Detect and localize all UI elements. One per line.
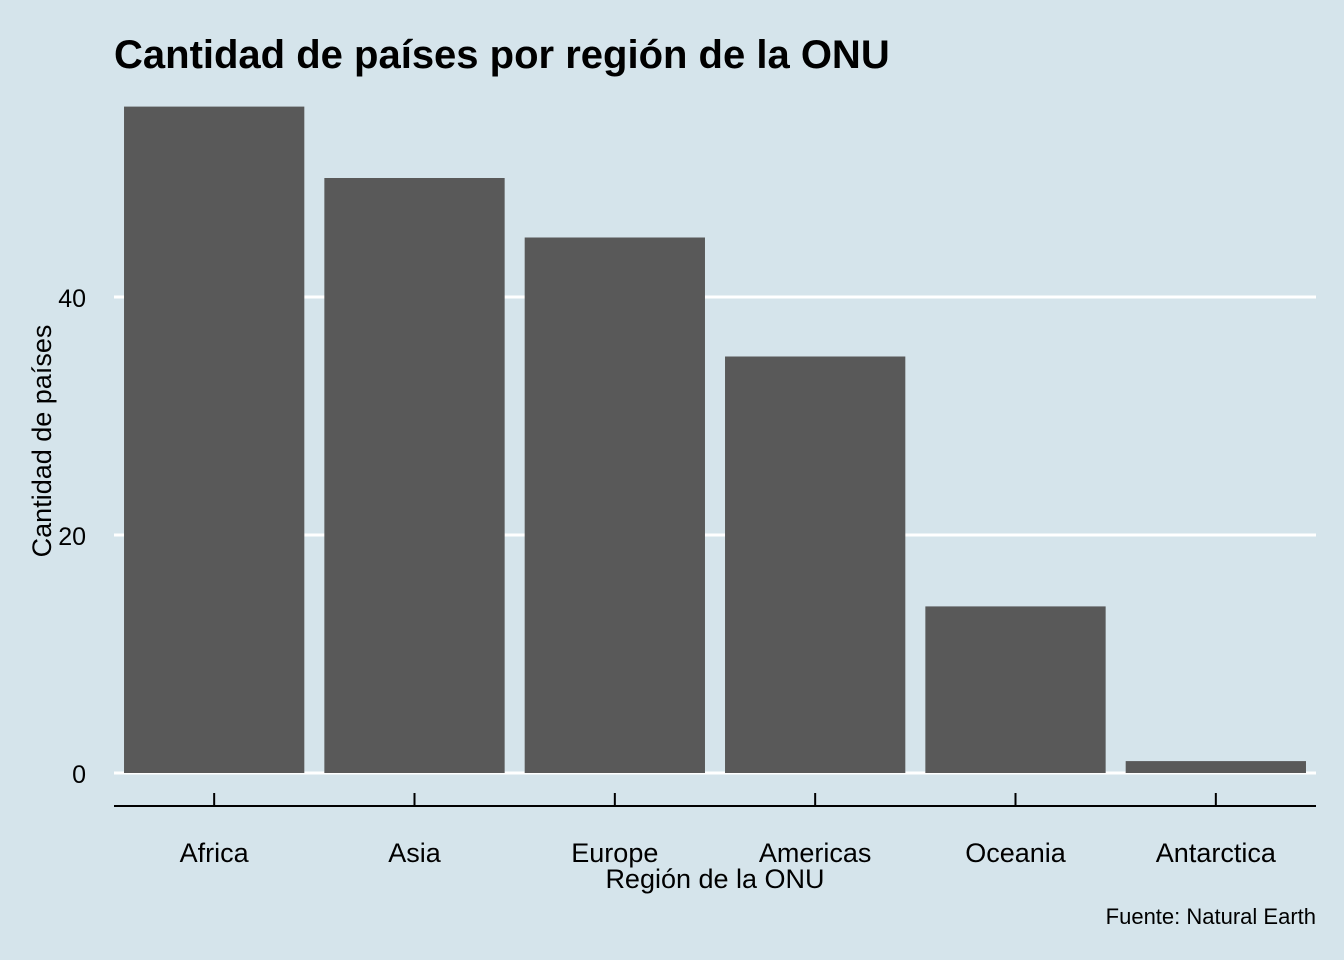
bar-oceania — [925, 606, 1106, 773]
bars — [124, 106, 1306, 774]
y-tick-label: 40 — [58, 285, 86, 313]
x-tick-label: Asia — [388, 838, 442, 868]
chart-title: Cantidad de países por región de la ONU — [114, 33, 890, 77]
y-axis-tick-labels: 0 20 40 — [58, 285, 86, 789]
y-tick-label: 20 — [58, 523, 86, 551]
y-tick-label: 0 — [72, 761, 86, 789]
x-axis-ticks: Africa Asia Europe Americas Oceania Antarctic… — [180, 793, 1277, 868]
y-axis-label: Cantidad de países — [27, 325, 57, 558]
x-tick-label: Oceania — [965, 838, 1067, 868]
bar-antarctica — [1125, 761, 1306, 773]
x-tick-label: Africa — [180, 838, 250, 868]
bar-asia — [324, 178, 505, 773]
chart-caption: Fuente: Natural Earth — [1106, 904, 1316, 929]
gridlines — [114, 295, 1316, 775]
x-tick-label: Antarctica — [1156, 838, 1277, 868]
x-axis-label: Región de la ONU — [605, 864, 824, 894]
x-tick-label: Europe — [571, 838, 658, 868]
x-tick-label: Americas — [759, 838, 872, 868]
bar-americas — [725, 356, 906, 773]
bar-europe — [524, 237, 705, 773]
bar-africa — [124, 106, 305, 774]
